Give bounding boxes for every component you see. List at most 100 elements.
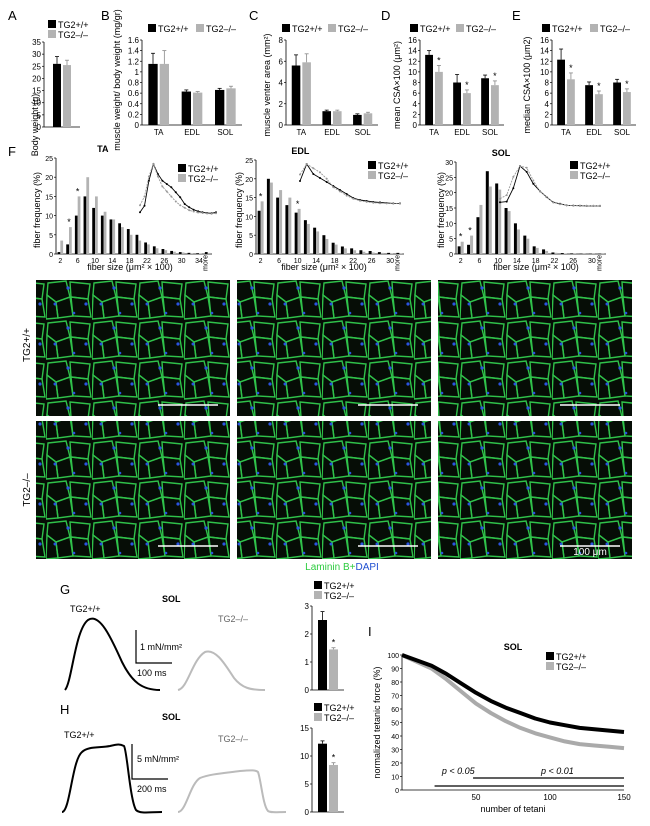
bar [331, 242, 335, 254]
bar [57, 252, 61, 254]
significance-star: * [468, 226, 472, 236]
inset-point [197, 211, 200, 214]
inset-point [592, 204, 595, 207]
bar [66, 244, 69, 254]
bar [359, 250, 363, 254]
histogram-ta: fiber frequency (%) fiber size (μm² × 10… [32, 144, 219, 272]
legend: TG2+/+ TG2–/– [314, 581, 355, 601]
legend-label-ko: TG2–/– [324, 713, 354, 723]
inset-line [299, 163, 400, 205]
bar [260, 201, 264, 254]
bar [178, 252, 182, 254]
y-tick-label: 20 [245, 177, 253, 184]
legend-label-ko: TG2–/– [466, 24, 496, 34]
y-tick-label: 10 [540, 68, 549, 77]
y-tick-label: 8 [413, 79, 418, 88]
y-tick-label: 4 [413, 100, 418, 109]
y-tick-label: 0 [395, 788, 399, 795]
y-tick-label: 6 [413, 89, 418, 98]
y-tick-label: 16 [540, 36, 549, 45]
inset-point [385, 202, 388, 205]
bar [554, 252, 558, 254]
bar [325, 238, 329, 254]
y-tick-label: 1.2 [128, 57, 140, 66]
y-tick-label: 2 [545, 110, 550, 119]
inset-point [305, 163, 308, 165]
legend-swatch-wt [48, 20, 56, 28]
micrograph-sol-ko [438, 421, 632, 559]
legend-swatch-ko [178, 174, 186, 182]
y-axis-label: median CSA×100 (μm2) [522, 37, 532, 134]
bar [526, 238, 530, 254]
inset-point [161, 185, 164, 188]
bar [457, 246, 461, 254]
x-tick-label: 2 [58, 258, 62, 265]
y-tick-label: 4 [545, 100, 550, 109]
bar [170, 250, 173, 254]
bar [294, 212, 298, 254]
x-tick-label: 18 [331, 258, 339, 265]
legend-label-ko: TG2–/– [378, 171, 408, 181]
inset-point [139, 211, 141, 214]
y-tick-label: 1.4 [128, 47, 140, 56]
y-tick-label: 0.2 [128, 110, 140, 119]
bar [563, 253, 567, 254]
panel-letter: E [512, 8, 521, 23]
bar [481, 78, 489, 125]
bar [288, 197, 292, 254]
bar [479, 204, 483, 254]
bar [204, 252, 208, 254]
legend-swatch-ko [456, 24, 464, 32]
x-tick-label: TA [154, 128, 164, 137]
x-axis-label: fiber size (μm² × 100) [281, 262, 366, 272]
chart-body-weight: 0 5 10 15 20 25 30 35 [32, 38, 80, 132]
x-tick-label: 50 [472, 793, 481, 802]
y-tick-label: 12 [408, 57, 417, 66]
legend-swatch-ko [48, 30, 56, 38]
bar [109, 219, 113, 254]
inset-point [345, 193, 348, 195]
chart-title: EDL [291, 146, 310, 156]
y-tick-label: 0.4 [128, 100, 140, 109]
legend-swatch-wt [314, 581, 322, 589]
histogram-edl: fiber frequency (%) fiber size (μm² × 10… [234, 146, 409, 272]
inset-point [585, 204, 588, 207]
legend-label-ko: TG2–/– [600, 24, 630, 34]
inset-point [545, 195, 548, 198]
bar [523, 235, 527, 254]
chart-twitch: 0 1 2 3 * [305, 602, 344, 695]
bar [181, 91, 191, 125]
y-tick-label: 5 [249, 233, 253, 240]
y-tick-label: 5 [49, 233, 53, 240]
bar [103, 211, 107, 254]
inset-point [170, 195, 173, 198]
legend-label-wt: TG2+/+ [556, 652, 587, 662]
bar [399, 253, 403, 254]
significance-star: * [597, 81, 601, 91]
chart-title: SOL [492, 148, 511, 158]
bar [368, 250, 372, 254]
x-tick-label: SOL [217, 128, 234, 137]
bar [476, 217, 480, 254]
micrograph-edl-wt [237, 280, 431, 416]
bar [353, 250, 357, 254]
legend: TG2+/+ TG2–/– [368, 161, 409, 181]
bar [396, 252, 400, 254]
x-tick-label: 14 [108, 258, 116, 265]
bar [485, 171, 489, 254]
bar [303, 220, 307, 254]
y-tick-label: 0.6 [128, 89, 140, 98]
inset-point [325, 181, 328, 183]
inset-line [299, 163, 400, 204]
bar [306, 223, 310, 254]
legend: TG2+/+ TG2–/– [410, 24, 496, 34]
tetanus-trace-wt [61, 743, 163, 814]
y-tick-label: 0 [135, 121, 140, 130]
inset-point [505, 200, 508, 203]
bar [488, 186, 492, 254]
bar [266, 178, 270, 254]
significance-star: * [465, 80, 469, 90]
